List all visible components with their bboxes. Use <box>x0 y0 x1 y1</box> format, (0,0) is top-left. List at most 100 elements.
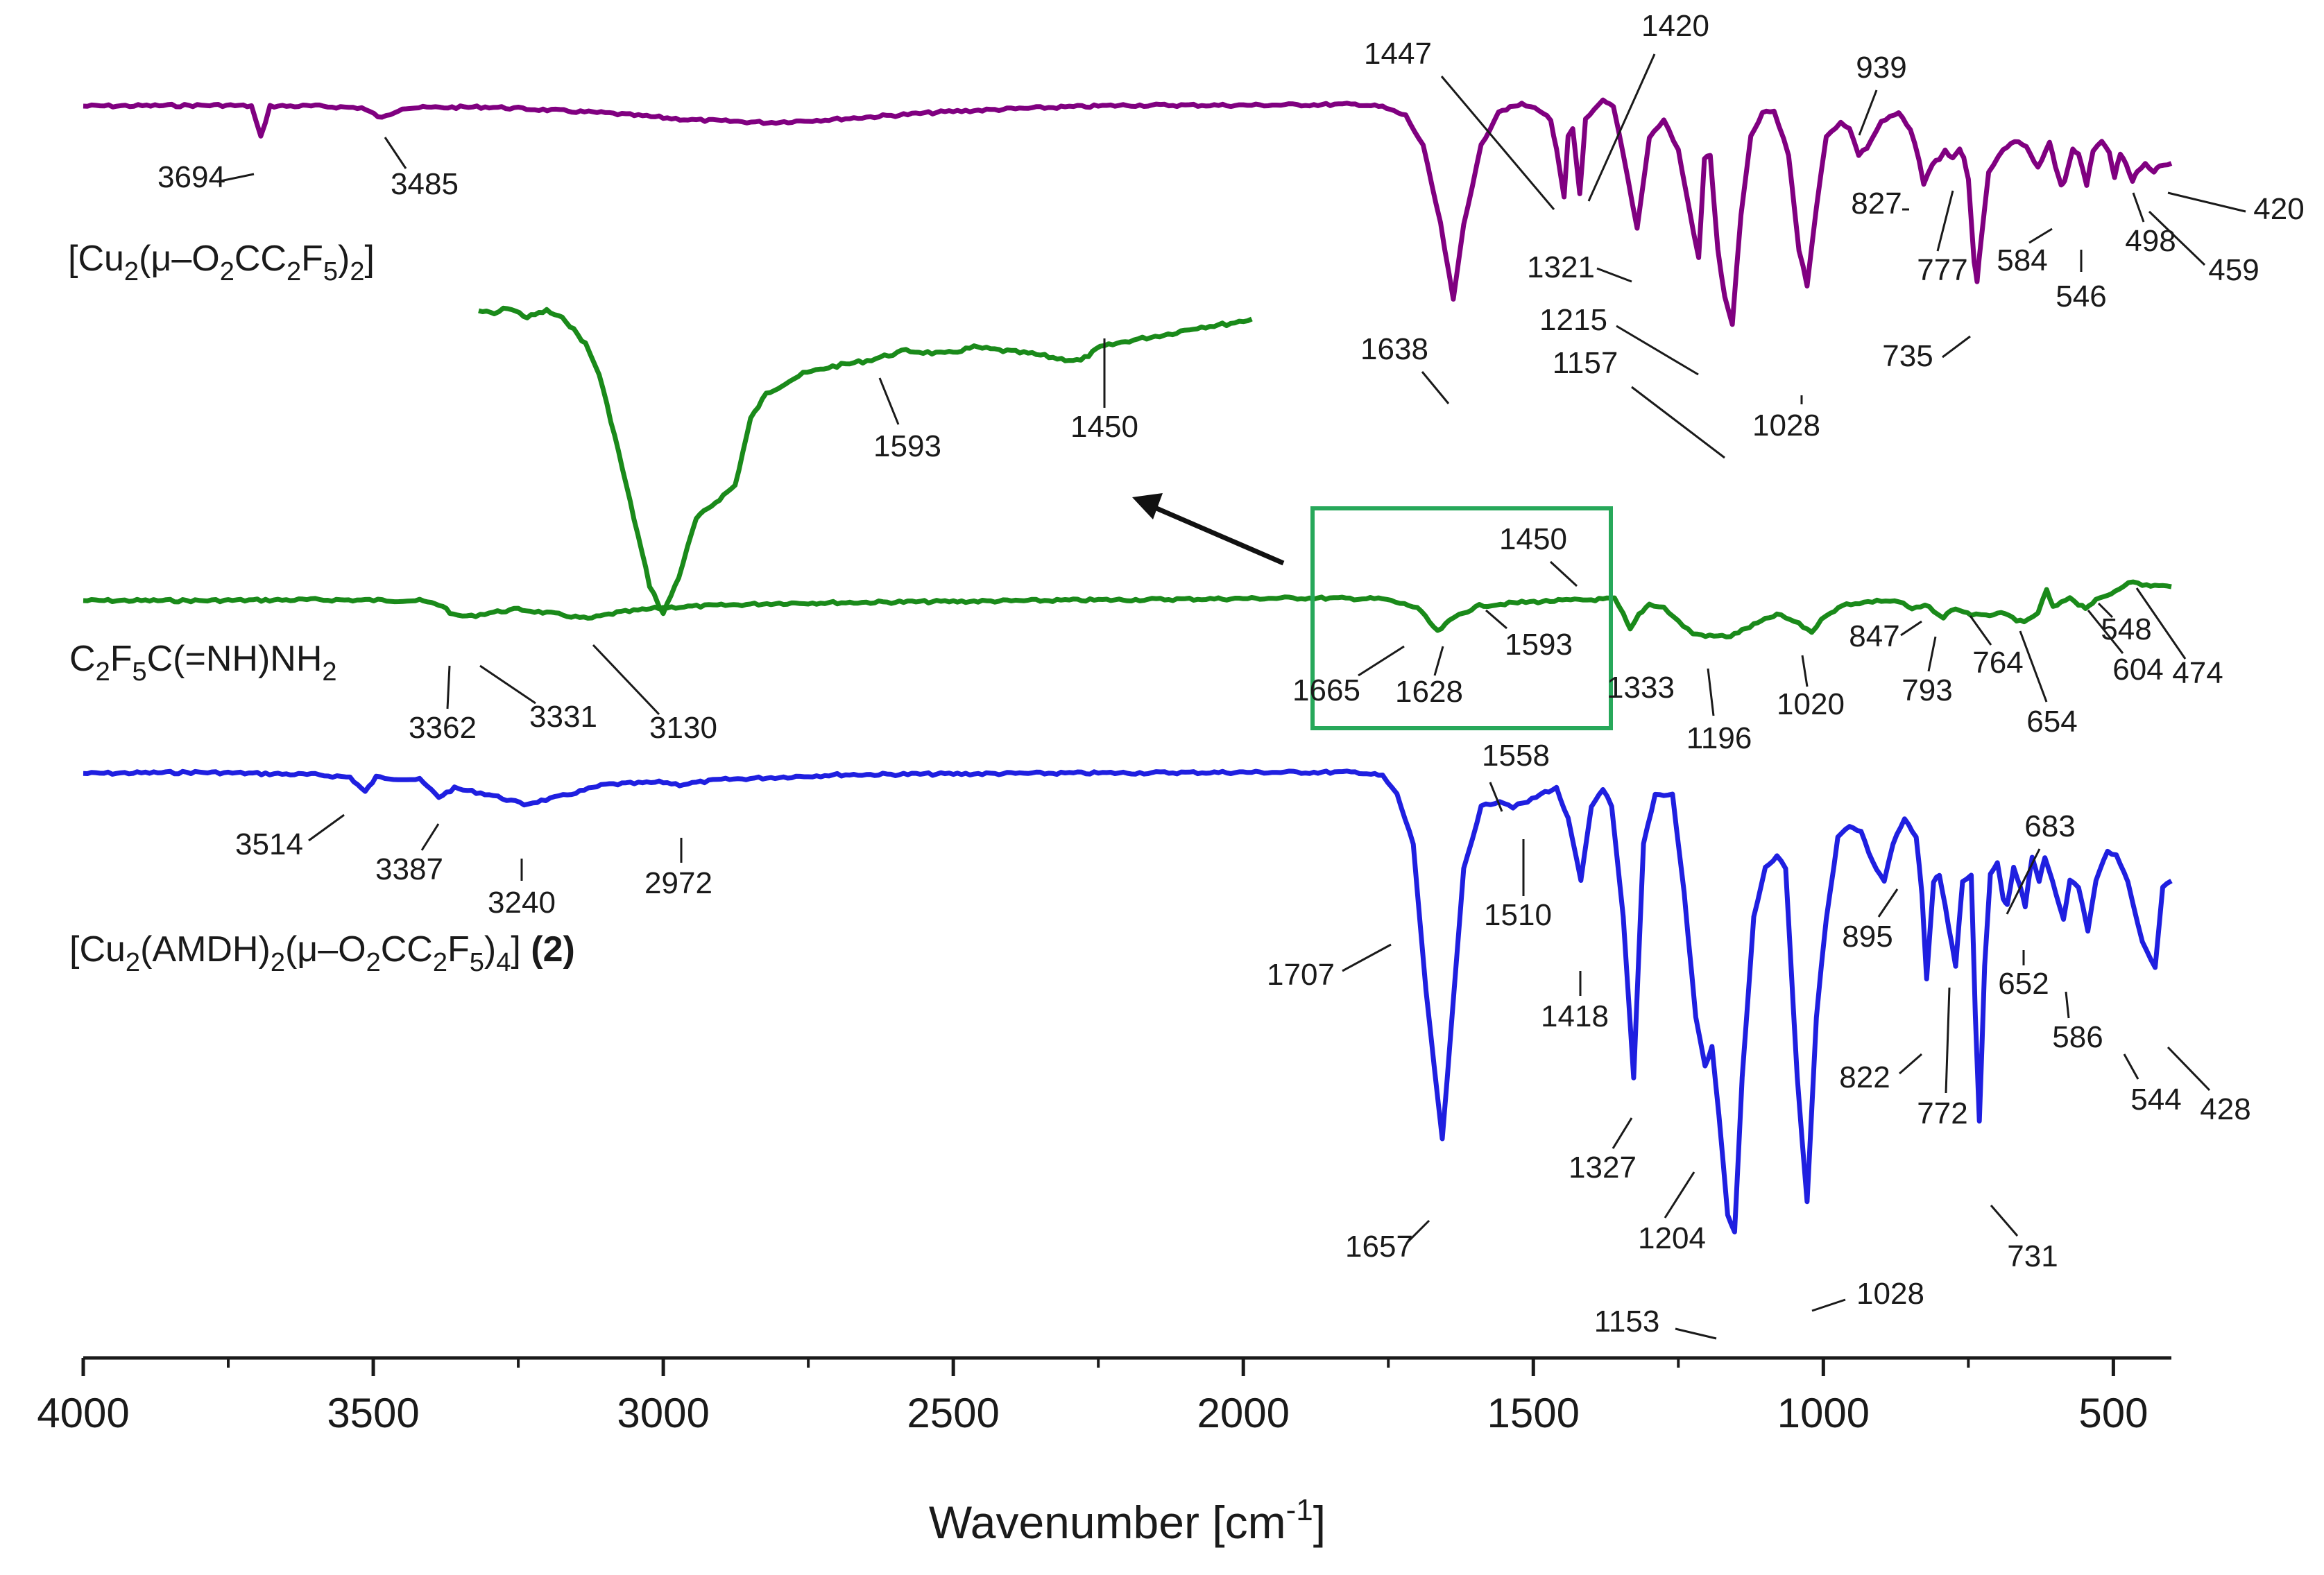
peak-label: 764 <box>1972 646 2023 680</box>
peak-label: 3331 <box>529 700 597 734</box>
peak-leader <box>1945 987 1951 1094</box>
peak-label: 544 <box>2130 1083 2181 1117</box>
peak-label: 731 <box>2007 1239 2058 1273</box>
peak-label: 1447 <box>1364 37 1432 71</box>
peak-label: 1020 <box>1777 687 1845 721</box>
peak-label: 584 <box>1997 243 2047 277</box>
peak-label: 1215 <box>1539 303 1607 337</box>
peak-leader <box>2148 210 2206 266</box>
peak-label: 3694 <box>157 160 225 194</box>
inset-peak-leader <box>878 377 900 425</box>
peak-label: 1628 <box>1395 675 1463 709</box>
peak-leader <box>446 665 451 709</box>
peak-label: 459 <box>2208 253 2259 287</box>
peak-leader <box>2097 602 2114 619</box>
peak-label: 895 <box>1842 920 1892 954</box>
legend-label-0: [Cu2(μ–O2CC2F5)2] <box>68 239 375 286</box>
peak-label: 3514 <box>235 827 303 861</box>
peak-label: 1420 <box>1641 9 1709 43</box>
inset-layer: 1593 1450 <box>478 305 1613 730</box>
peak-label: 772 <box>1917 1096 1967 1130</box>
series-line-1 <box>83 579 2172 639</box>
x-axis: 4000 3500 3000 2500 2000 1500 1000 500 Wavenumbe… <box>37 1356 2171 1548</box>
peak-label: 1638 <box>1360 332 1428 366</box>
peak-leader <box>308 814 345 842</box>
peak-label: 586 <box>2052 1020 2103 1054</box>
peak-label: 1657 <box>1345 1230 1413 1264</box>
peak-leader <box>1549 560 1578 587</box>
peak-label: 474 <box>2172 656 2223 690</box>
legend-layer: [Cu2(μ–O2CC2F5)2] C2F5C(=NH)NH2 [Cu2(AMDH)… <box>68 239 575 977</box>
peak-label: 3387 <box>375 852 443 886</box>
peak-leader <box>2019 630 2048 703</box>
peak-label: 1204 <box>1638 1221 1706 1255</box>
peak-leader <box>2087 610 2124 654</box>
x-axis-title: Wavenumber [cm-1] <box>929 1493 1326 1548</box>
x-tick-label: 3500 <box>327 1390 419 1436</box>
peak-leader <box>1485 609 1507 630</box>
peak-label: 683 <box>2024 809 2075 843</box>
peak-leader <box>1707 668 1715 716</box>
peak-leader <box>592 644 660 716</box>
peak-leader <box>1489 782 1503 812</box>
peak-leader <box>1801 655 1809 687</box>
peak-leader <box>1899 1053 1922 1075</box>
peak-leader <box>2123 1053 2139 1080</box>
peak-leader <box>2028 227 2053 244</box>
peak-leader <box>384 137 407 169</box>
series-line-0 <box>83 97 2173 327</box>
peak-leader <box>1936 190 1954 252</box>
inset-series-line <box>478 305 1253 617</box>
peak-leader <box>1811 1298 1846 1312</box>
peak-leader <box>1942 335 1971 359</box>
peak-label: 3362 <box>409 711 477 745</box>
peak-label: 420 <box>2253 192 2304 226</box>
peak-leader <box>1405 1219 1430 1244</box>
peak-label: 1028 <box>1856 1277 1924 1311</box>
peak-labels-layer: 3694 3485 1638 1447 1420 1321 1215 1157 1028 939 8… <box>157 9 2305 1340</box>
peak-leader <box>1358 645 1405 677</box>
peak-label: 3240 <box>488 886 556 920</box>
peak-leader <box>2167 191 2246 213</box>
inset-peak-label: 1450 <box>1070 410 1138 444</box>
peak-label: 546 <box>2056 279 2106 313</box>
peak-label: 1510 <box>1484 898 1552 932</box>
peak-label: 1327 <box>1569 1151 1637 1185</box>
zoom-arrow-head <box>1132 493 1163 519</box>
peak-leader <box>1587 53 1656 202</box>
peak-label: 1665 <box>1292 673 1360 707</box>
peak-label: 1418 <box>1541 999 1609 1033</box>
peak-label: 1028 <box>1752 408 1820 442</box>
peak-leader <box>2167 1046 2211 1092</box>
peak-leader <box>1421 371 1450 404</box>
peak-label: 2972 <box>644 866 712 900</box>
peak-label: 3130 <box>649 711 717 745</box>
peak-label: 652 <box>1998 967 2049 1001</box>
peak-label: 604 <box>2112 653 2163 687</box>
peak-leader <box>1616 325 1699 376</box>
peak-leader <box>2065 991 2070 1019</box>
peak-label: 1593 <box>1505 628 1573 662</box>
peak-label: 428 <box>2200 1092 2250 1126</box>
x-tick-label: 2000 <box>1197 1390 1289 1436</box>
peak-leader <box>1675 1327 1717 1340</box>
zoom-arrow-line <box>1149 503 1285 566</box>
peak-label: 1153 <box>1594 1305 1660 1339</box>
peak-leader <box>216 173 255 183</box>
peak-leader <box>1631 386 1725 459</box>
x-tick-label: 1500 <box>1487 1390 1580 1436</box>
series-line-2 <box>83 768 2173 1234</box>
peak-label: 793 <box>1902 673 1952 707</box>
peak-leader <box>420 823 440 851</box>
series-layer <box>83 97 2173 1234</box>
peak-label: 548 <box>2101 612 2151 646</box>
peak-leader <box>1612 1117 1633 1149</box>
x-tick-label: 3000 <box>617 1390 709 1436</box>
peak-leader <box>1664 1171 1695 1219</box>
legend-label-1: C2F5C(=NH)NH2 <box>69 639 337 687</box>
peak-leader <box>1927 636 1937 672</box>
peak-leader <box>1596 267 1632 283</box>
peak-label: 939 <box>1856 51 1906 85</box>
peak-label: 847 <box>1849 619 1899 653</box>
